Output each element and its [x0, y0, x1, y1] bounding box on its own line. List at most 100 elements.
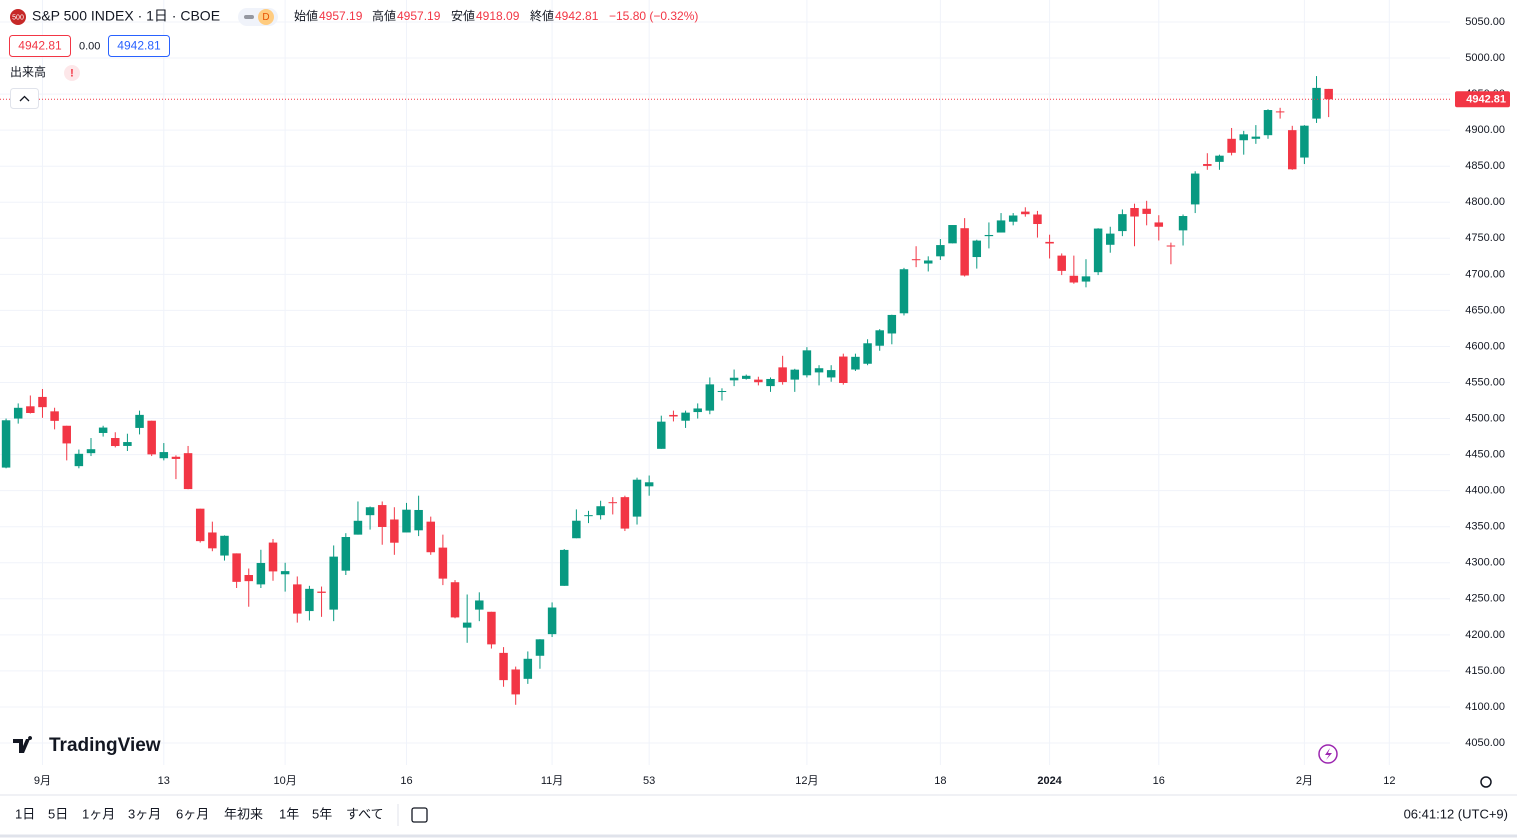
- candles: [1, 76, 1333, 705]
- y-tick-label: 4200.00: [1465, 629, 1505, 641]
- candle-body: [1, 420, 11, 468]
- candle-body: [62, 425, 71, 444]
- interval-text: D: [262, 12, 269, 23]
- x-tick-label: 13: [158, 775, 170, 787]
- candle-body: [86, 449, 96, 454]
- candle-body: [426, 521, 435, 553]
- candle-body: [717, 391, 727, 393]
- candle-body: [899, 269, 909, 314]
- candle-body: [402, 509, 411, 533]
- candle-body: [826, 370, 836, 378]
- range-button[interactable]: 3ヶ月: [128, 806, 161, 821]
- y-tick-label: 4700.00: [1465, 268, 1505, 280]
- x-tick-label: 12月: [795, 775, 818, 787]
- candle-body: [1178, 216, 1188, 231]
- range-button[interactable]: 1ヶ月: [82, 806, 115, 821]
- candle-body: [329, 556, 338, 610]
- candle-body: [450, 582, 460, 618]
- candle-body: [38, 396, 47, 408]
- candle-body: [632, 479, 642, 517]
- clock: 06:41:12 (UTC+9): [1404, 806, 1508, 821]
- y-tick-label: 4550.00: [1465, 376, 1505, 388]
- candle-body: [1275, 111, 1285, 113]
- candle-body: [256, 562, 266, 585]
- logo-icon: [13, 736, 33, 753]
- candle-body: [135, 414, 144, 428]
- x-tick-label: 16: [1153, 775, 1165, 787]
- y-tick-label: 4150.00: [1465, 665, 1505, 677]
- y-tick-label: 4100.00: [1465, 701, 1505, 713]
- candle-body: [754, 379, 763, 383]
- candle-body: [98, 427, 108, 433]
- range-button[interactable]: 6ヶ月: [176, 806, 209, 821]
- candle-body: [1069, 275, 1079, 283]
- range-button[interactable]: すべて: [346, 806, 384, 821]
- toggle-knob: [244, 15, 254, 19]
- candle-body: [584, 515, 593, 517]
- bid-box[interactable]: [9, 35, 71, 57]
- spread: 0.00: [79, 40, 100, 52]
- range-button[interactable]: 1年: [279, 806, 299, 821]
- candle-body: [863, 343, 872, 364]
- low-value: 4918.09: [476, 9, 520, 23]
- candle-body: [1142, 208, 1151, 214]
- symbol-title[interactable]: S&P 500 INDEX · 1日 · CBOE: [32, 8, 220, 24]
- candle-body: [499, 652, 508, 681]
- symbol-icon: [10, 9, 26, 25]
- candle-body: [1045, 241, 1054, 244]
- candle-body: [851, 356, 860, 370]
- candle-body: [948, 225, 957, 244]
- range-button[interactable]: 5日: [48, 806, 68, 821]
- low-label: 安値: [451, 8, 475, 23]
- candle-body: [220, 535, 229, 556]
- candle-body: [1251, 136, 1261, 139]
- y-tick-label: 4850.00: [1465, 160, 1505, 172]
- collapse-icon: [19, 95, 30, 102]
- candle-body: [1312, 87, 1321, 119]
- settings-icon[interactable]: [1480, 776, 1492, 788]
- high-value: 4957.19: [397, 9, 441, 23]
- candle-body: [377, 505, 387, 527]
- candle-body: [523, 658, 533, 679]
- candle-body: [596, 506, 605, 516]
- y-tick-label: 5000.00: [1465, 52, 1505, 64]
- x-tick-label: 11月: [541, 775, 563, 787]
- candle-body: [487, 611, 496, 645]
- lightning-button[interactable]: [1318, 744, 1338, 764]
- candle-body: [305, 588, 314, 612]
- range-button[interactable]: 5年: [312, 806, 332, 821]
- candle-body: [353, 520, 363, 535]
- x-tick-label: 2024: [1037, 775, 1062, 787]
- candle-body: [535, 639, 545, 656]
- range-button[interactable]: 年初来: [224, 806, 263, 821]
- candle-body: [766, 378, 775, 387]
- candle-body: [1118, 214, 1127, 232]
- candle-body: [147, 420, 156, 455]
- x-tick-label: 16: [400, 775, 412, 787]
- candle-body: [195, 508, 205, 542]
- collapse-button[interactable]: [10, 88, 39, 109]
- candle-body: [790, 369, 800, 380]
- y-tick-label: 4600.00: [1465, 340, 1505, 352]
- y-tick-label: 4900.00: [1465, 124, 1505, 136]
- candle-body: [572, 520, 581, 539]
- candle-body: [1203, 164, 1212, 166]
- candle-body: [26, 406, 35, 413]
- y-tick-label: 5050.00: [1465, 16, 1505, 28]
- candle-body: [13, 407, 23, 419]
- x-tick-label: 2月: [1296, 775, 1313, 787]
- candle-body: [996, 220, 1006, 233]
- candle-body: [657, 421, 666, 449]
- ask-value: 4942.81: [117, 39, 161, 53]
- candle-body: [1021, 211, 1030, 215]
- ask-box[interactable]: [108, 35, 170, 57]
- candle-body: [644, 482, 654, 487]
- date-range-icon[interactable]: [411, 807, 428, 823]
- range-button[interactable]: 1日: [15, 806, 35, 821]
- close-label: 終値: [530, 8, 554, 23]
- candle-body: [511, 669, 520, 695]
- y-tick-label: 4400.00: [1465, 485, 1505, 497]
- candle-body: [936, 245, 945, 257]
